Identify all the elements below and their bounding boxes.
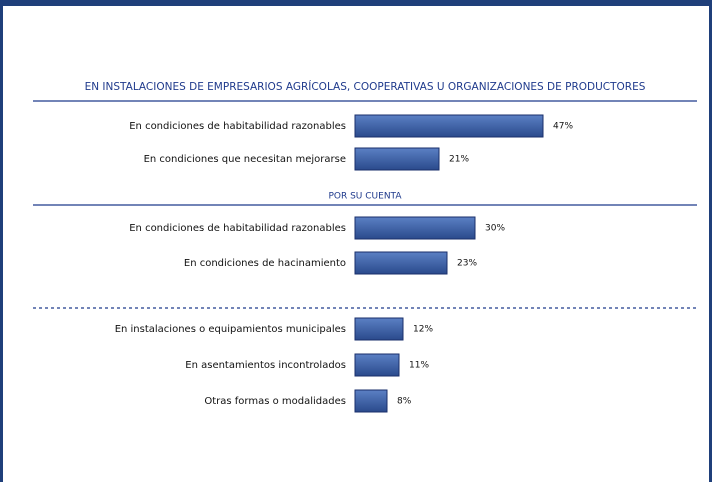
bar [354, 251, 448, 275]
bar [354, 353, 400, 377]
bar [354, 317, 404, 341]
top-band [0, 0, 712, 6]
category-label: En instalaciones o equipamientos municip… [115, 324, 346, 335]
left-border [0, 0, 3, 482]
value-label: 12% [413, 325, 433, 335]
category-label: En condiciones de habitabilidad razonabl… [129, 121, 346, 132]
bar [354, 389, 388, 413]
category-label: En asentamientos incontrolados [185, 360, 346, 371]
category-label: Otras formas o modalidades [204, 396, 346, 407]
category-label: En condiciones de habitabilidad razonabl… [129, 223, 346, 234]
category-label: En condiciones que necesitan mejorarse [144, 154, 346, 165]
value-label: 23% [457, 259, 477, 269]
value-label: 47% [553, 122, 573, 132]
bar [354, 114, 544, 138]
chart-title: EN INSTALACIONES DE EMPRESARIOS AGRÍCOLA… [85, 80, 646, 93]
value-label: 21% [449, 155, 469, 165]
section-label: POR SU CUENTA [328, 192, 402, 202]
category-label: En condiciones de hacinamiento [184, 258, 346, 269]
right-border [709, 0, 712, 482]
bar [354, 147, 440, 171]
value-label: 8% [397, 397, 412, 407]
value-label: 11% [409, 361, 429, 371]
value-label: 30% [485, 224, 505, 234]
bar [354, 216, 476, 240]
